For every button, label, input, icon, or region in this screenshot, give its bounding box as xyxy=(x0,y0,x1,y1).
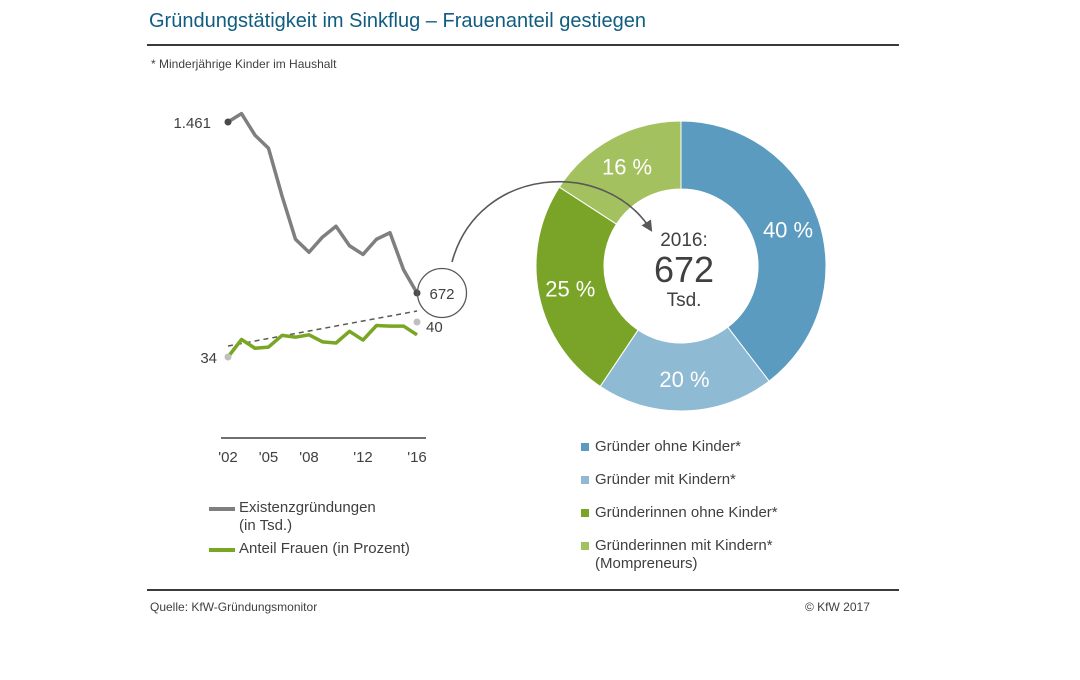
green-last-label: 40 xyxy=(426,319,443,336)
gray-last-label: 672 xyxy=(429,286,454,303)
existenzgruendungen-line xyxy=(227,111,419,294)
donut-value-label: 40 % xyxy=(763,218,813,243)
legend-label-line: Anteil Frauen (in Prozent) xyxy=(239,540,410,557)
donut-segment-gruender-ohne-kinder xyxy=(680,120,827,382)
copyright: © KfW 2017 xyxy=(805,600,870,614)
x-tick-label: '16 xyxy=(407,449,427,466)
legend-line-swatch xyxy=(209,507,235,511)
legend-label-line: Gründer mit Kindern* xyxy=(595,471,736,488)
legend-label: Gründerinnen ohne Kinder* xyxy=(595,504,778,522)
legend-line-swatch xyxy=(209,548,235,552)
legend-label: Anteil Frauen (in Prozent) xyxy=(239,540,410,558)
source-note: Quelle: KfW-Gründungsmonitor xyxy=(150,600,318,614)
legend-label: Existenzgründungen (in Tsd.) xyxy=(239,499,376,535)
green-start-marker xyxy=(224,353,232,361)
legend-label-line: (Mompreneurs) xyxy=(595,555,698,572)
donut-center-unit: Tsd. xyxy=(667,290,702,311)
gray-start-marker xyxy=(224,118,232,126)
legend-label: Gründer ohne Kinder* xyxy=(595,438,741,456)
footnote: * Minderjährige Kinder im Haushalt xyxy=(151,57,337,71)
x-tick-label: '12 xyxy=(353,449,373,466)
donut-value-label: 20 % xyxy=(659,367,709,392)
highlight-circle xyxy=(416,267,468,319)
donut-value-label: 16 % xyxy=(602,155,652,180)
title-divider xyxy=(147,44,899,46)
donut-value-label: 25 % xyxy=(545,277,595,302)
donut-segment-gruenderinnen-ohne-kinder xyxy=(535,186,639,388)
connector-arrow xyxy=(451,180,653,263)
legend-label-line: (in Tsd.) xyxy=(239,517,293,534)
footer-divider xyxy=(147,589,899,591)
legend-swatch xyxy=(581,476,589,484)
legend-label-line: Gründerinnen ohne Kinder* xyxy=(595,504,778,521)
chart-title: Gründungstätigkeit im Sinkflug – Frauena… xyxy=(149,10,646,32)
x-tick-label: '05 xyxy=(259,449,279,466)
x-tick-label: '08 xyxy=(299,449,319,466)
legend-swatch xyxy=(581,443,589,451)
legend-swatch xyxy=(581,542,589,550)
line-chart: '02 '05 '08 '12 '16 1.461 672 34 40 xyxy=(173,111,468,466)
donut-center-year: 2016: xyxy=(660,230,708,251)
connector-arrow-path xyxy=(451,180,653,263)
legend-swatch xyxy=(581,509,589,517)
legend-label-line: Gründer ohne Kinder* xyxy=(595,438,741,455)
legend-label: Gründer mit Kindern* xyxy=(595,471,736,489)
green-first-label: 34 xyxy=(200,350,217,367)
legend-label-line: Gründerinnen mit Kindern* xyxy=(595,537,773,554)
gray-first-label: 1.461 xyxy=(173,115,211,132)
donut-center-value: 672 xyxy=(654,249,714,290)
legend-label-line: Existenzgründungen xyxy=(239,499,376,516)
x-tick-label: '02 xyxy=(218,449,238,466)
legend-label: Gründerinnen mit Kindern* (Mompreneurs) xyxy=(595,537,773,573)
green-end-marker xyxy=(413,318,421,326)
